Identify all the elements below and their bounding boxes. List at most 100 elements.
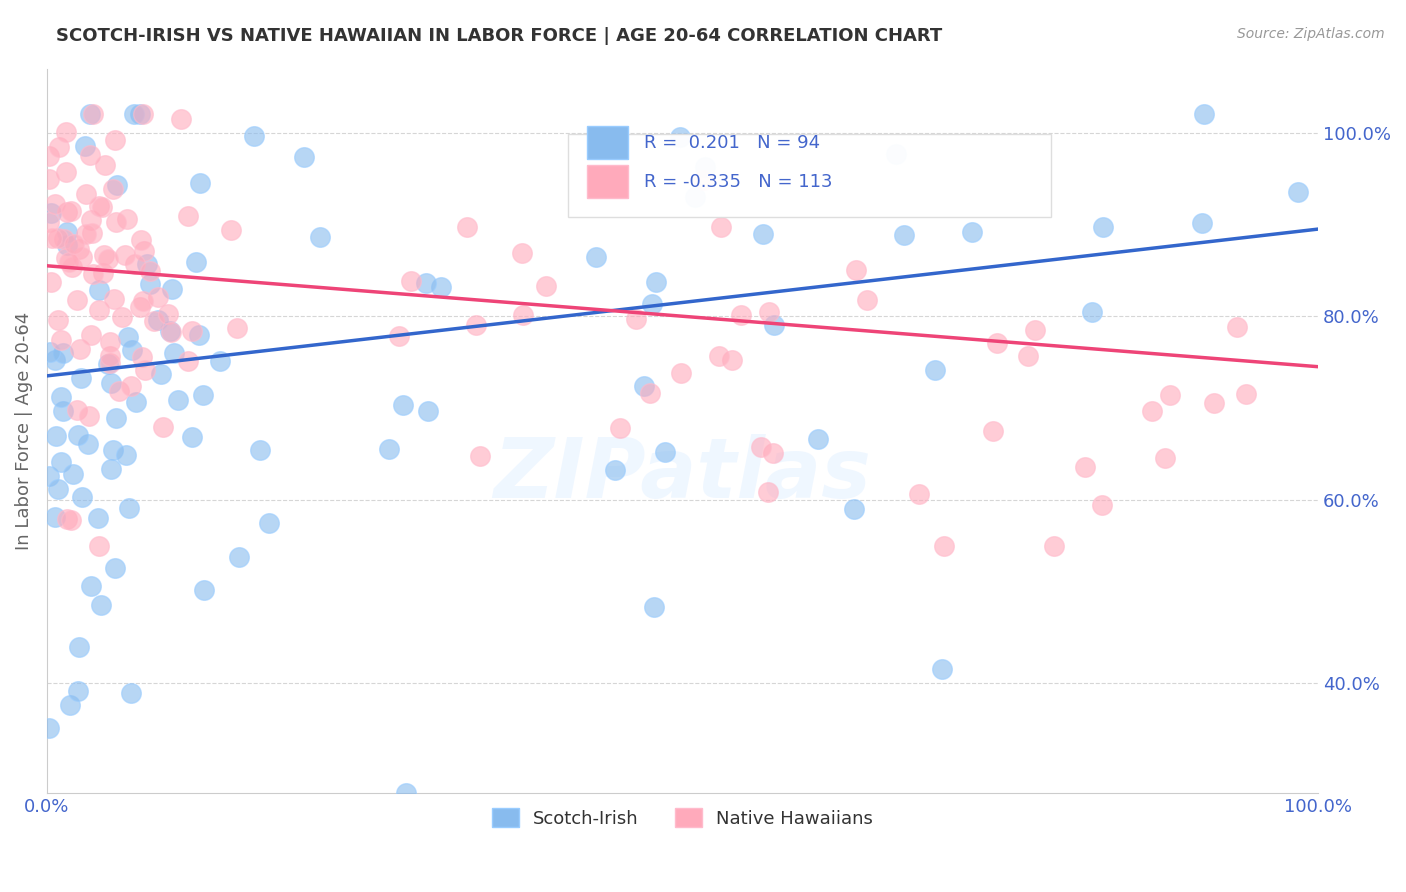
Point [111,310,134,324]
Legend: Scotch-Irish, Native Hawaiians: Scotch-Irish, Native Hawaiians [485,801,880,835]
Y-axis label: In Labor Force | Age 20-64: In Labor Force | Age 20-64 [15,312,32,550]
Point [56,204,79,219]
Point [91,200,114,214]
Point [69,342,91,356]
Point [139,277,162,292]
Point [893,228,915,243]
Point [1204,396,1226,410]
Point [131,107,153,121]
Point [120,686,142,700]
Point [87,199,110,213]
Point [120,378,142,392]
Point [243,129,266,144]
Point [103,292,125,306]
Point [603,463,626,477]
Point [645,275,668,289]
Point [77,409,100,424]
Point [148,313,170,327]
Point [82,107,104,121]
Point [845,263,868,277]
Point [763,318,786,333]
Point [82,267,104,281]
FancyBboxPatch shape [588,126,628,159]
Point [180,324,202,338]
Point [960,225,983,239]
Point [97,357,120,371]
Point [585,250,607,264]
Point [49,455,72,469]
Point [669,130,692,145]
Point [70,490,93,504]
Point [143,313,166,327]
Point [695,160,717,174]
Point [1226,320,1249,334]
Point [100,376,122,390]
Point [934,539,956,553]
Point [66,403,89,417]
Point [884,147,907,161]
Point [219,222,242,236]
Point [51,390,73,404]
Text: R = -0.335   N = 113: R = -0.335 N = 113 [644,173,832,191]
Point [104,133,127,147]
Point [844,502,866,516]
Point [75,139,97,153]
Point [38,469,60,483]
Point [752,227,775,241]
Point [45,428,67,442]
Point [981,424,1004,438]
Point [391,398,413,412]
Point [66,293,89,308]
Point [456,219,478,234]
Point [188,328,211,343]
Point [90,598,112,612]
Point [38,149,60,163]
Point [139,264,162,278]
Point [91,266,114,280]
Point [1192,107,1215,121]
Point [67,640,90,654]
Point [77,437,100,451]
Point [117,212,139,227]
Point [80,328,103,343]
Point [710,220,733,235]
Point [98,334,121,349]
Point [115,448,138,462]
Point [100,461,122,475]
Point [399,274,422,288]
Point [692,173,714,187]
Point [108,384,131,399]
Point [1286,186,1309,200]
Point [55,237,77,252]
Point [671,367,693,381]
Point [60,512,83,526]
Point [41,275,63,289]
Point [188,177,211,191]
Point [39,206,62,220]
Text: SCOTCH-IRISH VS NATIVE HAWAIIAN IN LABOR FORCE | AGE 20-64 CORRELATION CHART: SCOTCH-IRISH VS NATIVE HAWAIIAN IN LABOR… [56,27,942,45]
Point [159,325,181,339]
Text: ZIPatlas: ZIPatlas [494,434,872,515]
Point [46,482,69,496]
Point [44,510,66,524]
Point [41,230,63,244]
Point [159,324,181,338]
Point [39,344,62,359]
Point [762,445,785,459]
Point [643,599,665,614]
Point [654,445,676,459]
Point [38,215,60,229]
Point [105,411,128,425]
Point [609,420,631,434]
Point [758,304,780,318]
Point [624,311,647,326]
Point [226,321,249,335]
Point [82,226,104,240]
Point [97,252,120,266]
Point [38,721,60,735]
Point [512,308,534,322]
Text: Source: ZipAtlas.com: Source: ZipAtlas.com [1237,27,1385,41]
Point [129,107,152,121]
Point [55,164,77,178]
Point [49,333,72,347]
